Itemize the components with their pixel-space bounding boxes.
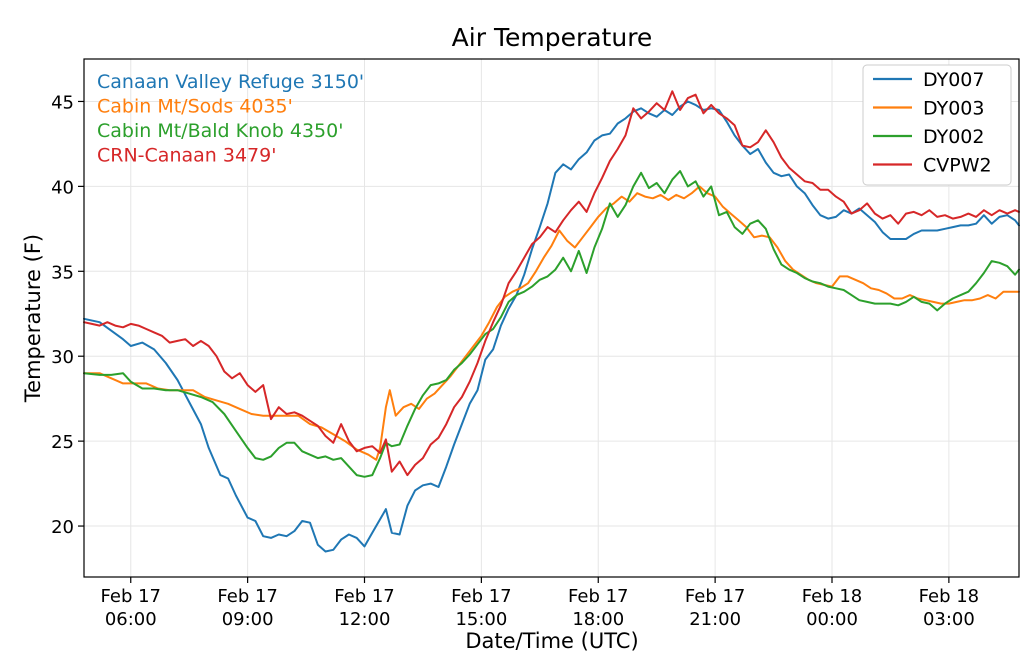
station-annotation: Canaan Valley Refuge 3150' xyxy=(97,71,364,93)
y-tick-label: 35 xyxy=(51,262,74,283)
y-tick-label: 45 xyxy=(51,92,74,113)
station-annotation: CRN-Canaan 3479' xyxy=(97,145,276,167)
series-line-dy003 xyxy=(83,185,1020,461)
legend-label: DY002 xyxy=(923,126,984,148)
y-tick-label: 40 xyxy=(51,177,74,198)
y-tick-label: 30 xyxy=(51,347,74,368)
y-tick-label: 20 xyxy=(51,517,74,538)
x-tick-label: Feb 17 12:00 xyxy=(334,586,395,630)
x-tick-label: Feb 18 03:00 xyxy=(919,586,980,630)
series-lines xyxy=(83,90,1020,553)
x-tick-label: Feb 17 06:00 xyxy=(101,586,162,630)
plot-frame xyxy=(83,58,1020,578)
y-axis-label: Temperature (F) xyxy=(21,234,45,403)
chart-title: Air Temperature xyxy=(452,23,653,52)
series-line-cvpw2 xyxy=(83,90,1020,477)
series-line-dy007 xyxy=(83,100,1020,553)
station-annotation: Cabin Mt/Bald Knob 4350' xyxy=(97,120,343,142)
x-axis-label: Date/Time (UTC) xyxy=(465,629,638,653)
legend-box xyxy=(862,64,1012,186)
x-tick-label: Feb 17 15:00 xyxy=(451,586,512,630)
legend: DY007 DY003 DY002 CVPW2 xyxy=(862,64,1012,186)
legend-label: CVPW2 xyxy=(923,155,992,177)
axis-ticks: 20 25 30 35 40 45 Feb 17 06:00 Feb 17 09:00 Feb 17… xyxy=(51,92,979,630)
x-tick-label: Feb 17 21:00 xyxy=(685,586,746,630)
series-line-dy002 xyxy=(83,170,1020,478)
x-tick-label: Feb 17 09:00 xyxy=(217,586,278,630)
legend-label: DY003 xyxy=(923,98,984,120)
legend-label: DY007 xyxy=(923,69,984,91)
station-annotations: Canaan Valley Refuge 3150' Cabin Mt/Sods … xyxy=(97,71,364,167)
x-tick-label: Feb 17 18:00 xyxy=(568,586,629,630)
station-annotation: Cabin Mt/Sods 4035' xyxy=(97,96,293,118)
x-tick-label: Feb 18 00:00 xyxy=(802,586,863,630)
y-tick-label: 25 xyxy=(51,432,74,453)
